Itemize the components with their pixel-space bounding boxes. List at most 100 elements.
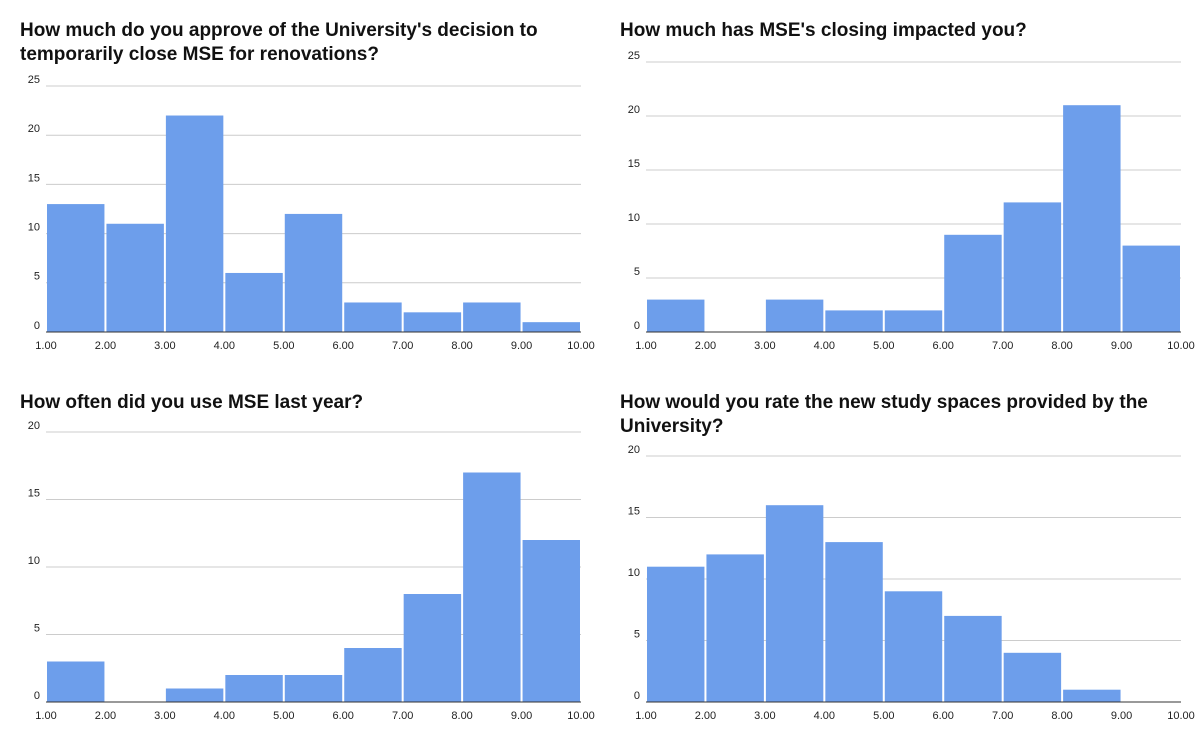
- x-tick-label: 5.00: [873, 340, 894, 352]
- bar: [106, 223, 164, 332]
- bar: [825, 310, 883, 332]
- y-tick-label: 5: [34, 271, 40, 283]
- x-tick-label: 3.00: [754, 710, 775, 722]
- x-tick-label: 5.00: [873, 710, 894, 722]
- x-tick-label: 9.00: [1111, 710, 1132, 722]
- y-tick-label: 0: [634, 320, 640, 332]
- x-tick-label: 4.00: [214, 340, 235, 352]
- x-tick-label: 6.00: [933, 340, 954, 352]
- chart-title: How much has MSE's closing impacted you?: [620, 20, 1027, 41]
- x-tick-label: 6.00: [333, 340, 354, 352]
- x-tick-label: 7.00: [392, 710, 413, 722]
- bar: [1063, 105, 1121, 332]
- chart-title: How often did you use MSE last year?: [20, 392, 364, 413]
- bar: [463, 472, 521, 702]
- x-tick-label: 6.00: [333, 710, 354, 722]
- x-tick-label: 3.00: [754, 340, 775, 352]
- bar: [944, 234, 1002, 332]
- y-tick-label: 20: [28, 123, 40, 135]
- x-tick-label: 8.00: [1051, 340, 1072, 352]
- bar: [884, 310, 943, 332]
- x-tick-label: 1.00: [635, 340, 656, 352]
- y-tick-label: 10: [28, 222, 40, 234]
- x-tick-label: 4.00: [814, 340, 835, 352]
- y-tick-label: 25: [628, 50, 640, 62]
- bar: [225, 272, 283, 332]
- bar: [344, 648, 402, 702]
- y-tick-label: 15: [28, 172, 40, 184]
- y-tick-label: 25: [28, 74, 40, 86]
- y-tick-label: 5: [34, 622, 40, 634]
- bar: [1122, 245, 1180, 332]
- y-tick-label: 20: [628, 444, 640, 456]
- bar: [344, 302, 402, 332]
- bar: [284, 213, 343, 332]
- chart-title: How much do you approve of the Universit…: [20, 20, 538, 65]
- x-tick-label: 8.00: [451, 710, 472, 722]
- x-tick-label: 5.00: [273, 710, 294, 722]
- x-tick-label: 8.00: [1051, 710, 1072, 722]
- bar: [1003, 202, 1062, 332]
- x-tick-label: 9.00: [511, 710, 532, 722]
- y-tick-label: 10: [628, 212, 640, 224]
- bar: [1003, 652, 1062, 702]
- bar: [165, 688, 224, 702]
- x-tick-label: 9.00: [511, 340, 532, 352]
- x-tick-label: 6.00: [933, 710, 954, 722]
- x-tick-label: 3.00: [154, 340, 175, 352]
- x-tick-label: 3.00: [154, 710, 175, 722]
- bar: [765, 299, 824, 332]
- y-tick-label: 20: [628, 104, 640, 116]
- y-tick-label: 5: [634, 266, 640, 278]
- x-tick-label: 8.00: [451, 340, 472, 352]
- x-tick-label: 2.00: [695, 710, 716, 722]
- y-tick-label: 15: [628, 505, 640, 517]
- x-tick-label: 7.00: [392, 340, 413, 352]
- chart-title: How would you rate the new study spaces …: [620, 392, 1148, 437]
- bar: [284, 675, 343, 702]
- bar: [403, 594, 462, 702]
- y-tick-label: 20: [28, 420, 40, 432]
- bar: [522, 540, 580, 702]
- y-tick-label: 0: [34, 320, 40, 332]
- bar: [1063, 689, 1121, 702]
- bar: [647, 299, 705, 332]
- bar: [765, 505, 824, 702]
- bar: [884, 591, 943, 702]
- bar: [403, 312, 462, 332]
- bar: [706, 554, 764, 702]
- x-tick-label: 4.00: [214, 710, 235, 722]
- bar: [165, 115, 224, 333]
- x-tick-label: 4.00: [814, 710, 835, 722]
- x-tick-label: 5.00: [273, 340, 294, 352]
- x-tick-label: 10.00: [567, 710, 595, 722]
- bar: [944, 615, 1002, 702]
- y-tick-label: 5: [634, 628, 640, 640]
- x-tick-label: 2.00: [95, 340, 116, 352]
- bar: [522, 322, 580, 332]
- y-tick-label: 10: [28, 555, 40, 567]
- x-tick-label: 1.00: [635, 710, 656, 722]
- bar: [47, 204, 105, 332]
- x-tick-label: 1.00: [35, 710, 56, 722]
- x-tick-label: 7.00: [992, 710, 1013, 722]
- x-tick-label: 10.00: [567, 340, 595, 352]
- y-tick-label: 15: [28, 487, 40, 499]
- bar: [647, 566, 705, 702]
- bar: [825, 542, 883, 702]
- y-tick-label: 0: [634, 690, 640, 702]
- x-tick-label: 2.00: [95, 710, 116, 722]
- x-tick-label: 1.00: [35, 340, 56, 352]
- x-tick-label: 2.00: [695, 340, 716, 352]
- bar: [225, 675, 283, 702]
- y-tick-label: 15: [628, 158, 640, 170]
- y-tick-label: 0: [34, 690, 40, 702]
- bar: [47, 661, 105, 702]
- x-tick-label: 9.00: [1111, 340, 1132, 352]
- x-tick-label: 10.00: [1167, 340, 1195, 352]
- y-tick-label: 10: [628, 567, 640, 579]
- bar: [463, 302, 521, 332]
- x-tick-label: 7.00: [992, 340, 1013, 352]
